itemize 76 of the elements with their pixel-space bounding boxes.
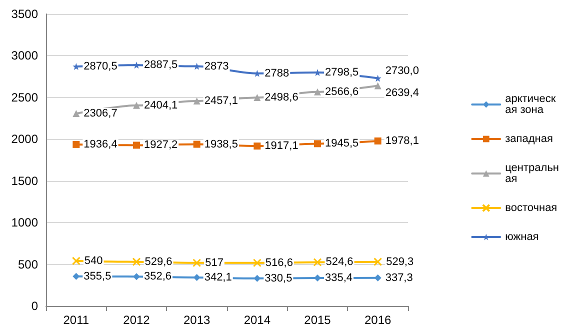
data-label: 2873 (204, 60, 229, 72)
data-label: 1938,5 (204, 138, 238, 150)
data-label: 1945,5 (325, 138, 359, 150)
data-label: 2566,6 (325, 86, 359, 98)
point (192, 258, 202, 268)
legend-label: южная (505, 231, 539, 243)
data-label: 2639,4 (385, 86, 419, 99)
point (254, 142, 261, 150)
data-label: 352,6 (144, 270, 172, 283)
data-label: 2730,0 (385, 65, 419, 78)
data-label: 1936,4 (84, 138, 118, 150)
point (254, 274, 261, 282)
y-tick-label: 1500 (11, 174, 38, 188)
data-label: 330,5 (264, 272, 292, 284)
data-label: 1927,2 (144, 139, 178, 152)
legend-label: западная (505, 133, 553, 145)
point (72, 140, 80, 148)
data-label: 342,1 (204, 271, 232, 284)
y-tick-label: 2500 (11, 90, 38, 104)
data-label: 524,6 (326, 256, 354, 268)
x-tick-label: 2011 (63, 313, 90, 327)
point (193, 274, 200, 281)
x-tick-label: 2015 (304, 313, 332, 327)
x-tick-label: 2012 (123, 313, 150, 327)
point (252, 258, 262, 268)
point (193, 62, 200, 70)
data-label: 337,3 (385, 272, 413, 284)
point (133, 102, 140, 109)
legend-label: восточная (505, 202, 558, 214)
data-label: 2788 (264, 67, 290, 80)
x-tick-label: 2014 (244, 313, 271, 327)
point (72, 256, 80, 266)
x-tick-label: 2016 (364, 313, 392, 327)
data-label: 2887,5 (144, 59, 178, 72)
legend-label: центральная (505, 162, 560, 185)
data-label: 335,4 (325, 272, 353, 284)
x-tick-label: 2013 (183, 313, 211, 327)
data-label: 1978,1 (385, 134, 419, 147)
point (374, 274, 382, 282)
data-label: 516,6 (265, 256, 293, 269)
point (133, 62, 140, 69)
data-label: 529,6 (144, 256, 172, 268)
y-tick-label: 3000 (11, 48, 38, 63)
data-label: 540 (84, 254, 103, 267)
y-tick-label: 1000 (11, 216, 38, 230)
data-label: 355,5 (84, 270, 112, 282)
data-label: 517 (205, 256, 224, 269)
point (314, 274, 321, 282)
point (254, 94, 261, 102)
y-tick-label: 3500 (11, 7, 38, 21)
y-tick-label: 500 (18, 257, 38, 272)
y-tick-label: 0 (31, 299, 38, 313)
data-label: 1917,1 (264, 140, 298, 152)
point (374, 137, 382, 144)
legend-label: арктическая зона (505, 93, 556, 116)
point (314, 88, 321, 96)
point (72, 110, 80, 118)
point (313, 258, 322, 266)
data-label: 2306,7 (84, 108, 118, 120)
data-label: 529,3 (386, 256, 414, 268)
point (133, 142, 140, 149)
data-label: 2798,5 (325, 66, 359, 79)
data-label: 2498,6 (264, 92, 298, 104)
point (193, 98, 200, 105)
data-label: 2404,1 (144, 99, 178, 112)
data-label: 2457,1 (204, 95, 238, 108)
point (193, 140, 200, 148)
point (374, 82, 382, 90)
point (132, 258, 141, 266)
point (72, 272, 80, 280)
point (314, 69, 321, 76)
point (314, 140, 321, 148)
point (133, 273, 140, 280)
data-label: 2870,5 (84, 60, 118, 73)
y-tick-label: 2000 (11, 132, 38, 146)
point (374, 258, 382, 266)
